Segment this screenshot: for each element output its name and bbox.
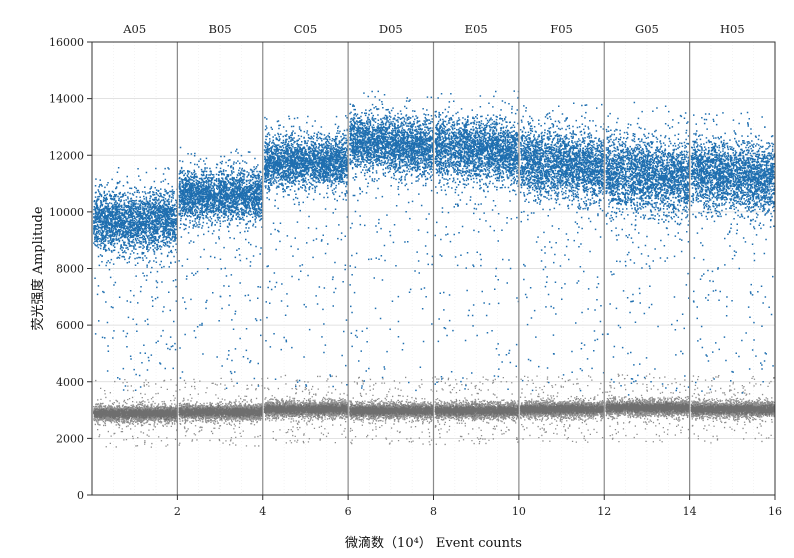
negative-droplets-core (93, 401, 776, 421)
well-label: G05 (635, 22, 659, 36)
y-axis-title: 荧光强度 Amplitude (30, 206, 46, 330)
y-tick-label: 10000 (49, 206, 84, 219)
x-axis-title: 微滴数（10⁴） Event counts (345, 535, 522, 551)
x-tick-label: 6 (345, 505, 352, 518)
y-tick-label: 2000 (56, 432, 84, 445)
well-label: B05 (209, 22, 232, 36)
y-tick-label: 14000 (49, 93, 84, 106)
y-tick-label: 4000 (56, 376, 84, 389)
droplet-points (93, 90, 776, 448)
y-tick-label: 6000 (56, 319, 84, 332)
x-tick-label: 10 (512, 505, 526, 518)
well-label: H05 (720, 22, 745, 36)
x-tick-label: 8 (430, 505, 437, 518)
y-axis: 0 2000 4000 6000 8000 10000 12000 14000 16000 (49, 36, 92, 502)
y-tick-label: 16000 (49, 36, 84, 49)
well-labels: A05 B05 C05 D05 E05 F05 G05 H05 (122, 22, 745, 495)
x-tick-label: 12 (597, 505, 611, 518)
x-tick-label: 2 (174, 505, 181, 518)
x-axis: 2 4 6 8 10 12 14 16 (174, 495, 782, 518)
x-tick-label: 4 (259, 505, 266, 518)
well-label: A05 (122, 22, 146, 36)
well-label: F05 (550, 22, 573, 36)
x-tick-label: 14 (683, 505, 697, 518)
grid-lines (92, 42, 775, 495)
x-tick-label: 16 (768, 505, 782, 518)
y-tick-label: 8000 (56, 263, 84, 276)
well-label: E05 (465, 22, 488, 36)
well-label: D05 (379, 22, 403, 36)
well-label: C05 (294, 22, 317, 36)
y-tick-label: 0 (77, 489, 84, 502)
y-tick-label: 12000 (49, 149, 84, 162)
